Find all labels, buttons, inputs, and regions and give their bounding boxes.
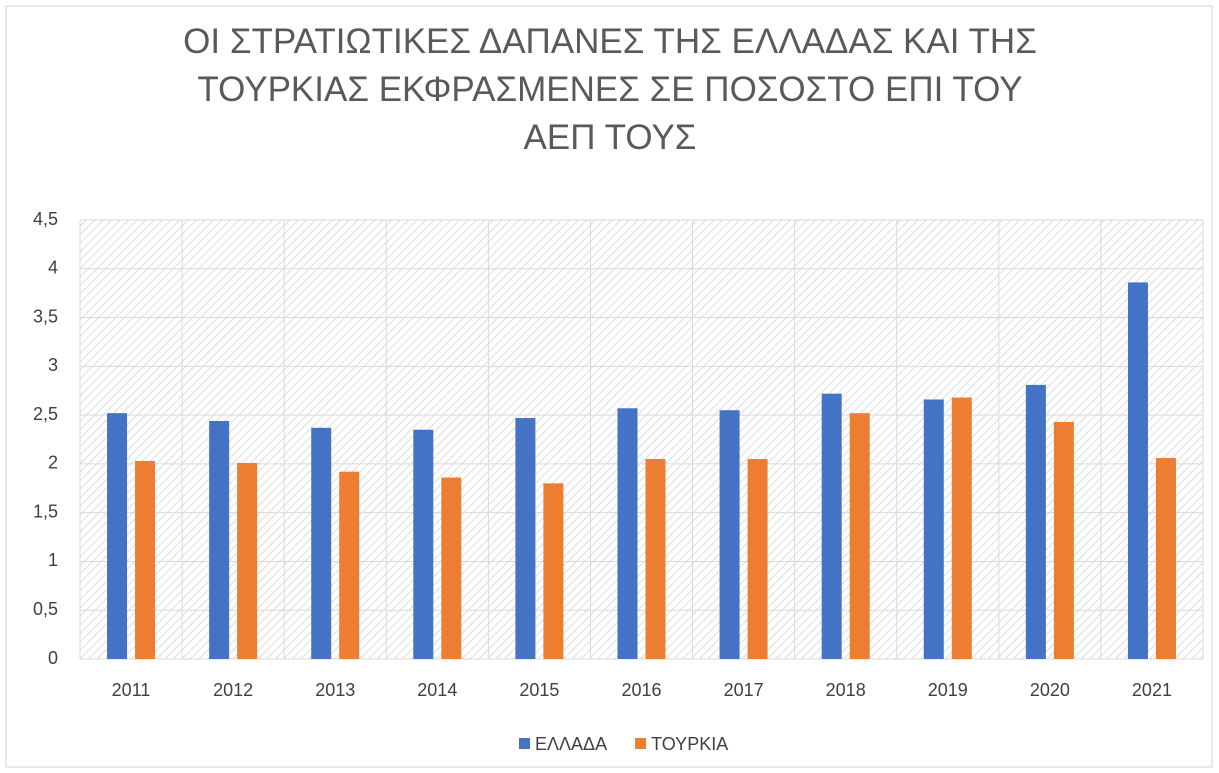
chart-title: ΟΙ ΣΤΡΑΤΙΩΤΙΚΕΣ ΔΑΠΑΝΕΣ ΤΗΣ ΕΛΛΑΔΑΣ ΚΑΙ … bbox=[183, 22, 1037, 157]
bar bbox=[413, 429, 434, 659]
bar bbox=[849, 413, 870, 659]
bar bbox=[1025, 384, 1046, 659]
bar bbox=[237, 462, 258, 659]
x-tick-label: 2018 bbox=[826, 680, 866, 700]
x-tick-label: 2014 bbox=[417, 680, 457, 700]
legend-swatch bbox=[635, 738, 647, 749]
x-tick-label: 2016 bbox=[621, 680, 661, 700]
x-tick-label: 2013 bbox=[315, 680, 355, 700]
x-tick-label: 2019 bbox=[928, 680, 968, 700]
x-tick-label: 2017 bbox=[724, 680, 764, 700]
x-tick-label: 2012 bbox=[213, 680, 253, 700]
bar bbox=[543, 483, 564, 659]
y-tick-label: 0 bbox=[48, 648, 58, 668]
bar bbox=[515, 418, 536, 659]
bar bbox=[617, 408, 638, 659]
bar bbox=[311, 427, 332, 659]
bar bbox=[747, 459, 768, 659]
y-tick-label: 2 bbox=[48, 453, 58, 473]
bar bbox=[719, 410, 740, 659]
bar bbox=[135, 460, 156, 659]
legend-swatch bbox=[519, 738, 530, 749]
bar bbox=[923, 399, 944, 659]
bar bbox=[821, 393, 842, 659]
y-tick-label: 0,5 bbox=[33, 599, 58, 619]
bar bbox=[441, 477, 462, 659]
x-tick-label: 2011 bbox=[112, 680, 151, 700]
legend-label: ΕΛΛΑΔΑ bbox=[535, 734, 607, 754]
bar bbox=[1053, 421, 1074, 659]
y-tick-label: 1 bbox=[48, 550, 58, 570]
x-tick-label: 2015 bbox=[519, 680, 559, 700]
x-tick-label: 2021 bbox=[1132, 680, 1172, 700]
y-tick-label: 2,5 bbox=[33, 404, 58, 424]
y-tick-label: 4 bbox=[48, 258, 58, 278]
y-tick-label: 1,5 bbox=[33, 501, 58, 521]
bar bbox=[645, 459, 666, 659]
x-tick-label: 2020 bbox=[1030, 680, 1070, 700]
bar bbox=[209, 420, 230, 659]
y-tick-label: 3,5 bbox=[33, 306, 58, 326]
legend-label: ΤΟΥΡΚΙΑ bbox=[651, 734, 728, 754]
plot-area bbox=[80, 220, 1203, 659]
bar bbox=[951, 397, 972, 659]
y-tick-label: 3 bbox=[48, 355, 58, 375]
y-tick-label: 4,5 bbox=[33, 209, 58, 229]
bar bbox=[339, 471, 360, 659]
bar bbox=[107, 413, 128, 659]
bar bbox=[1155, 458, 1176, 659]
bar bbox=[1127, 282, 1148, 659]
